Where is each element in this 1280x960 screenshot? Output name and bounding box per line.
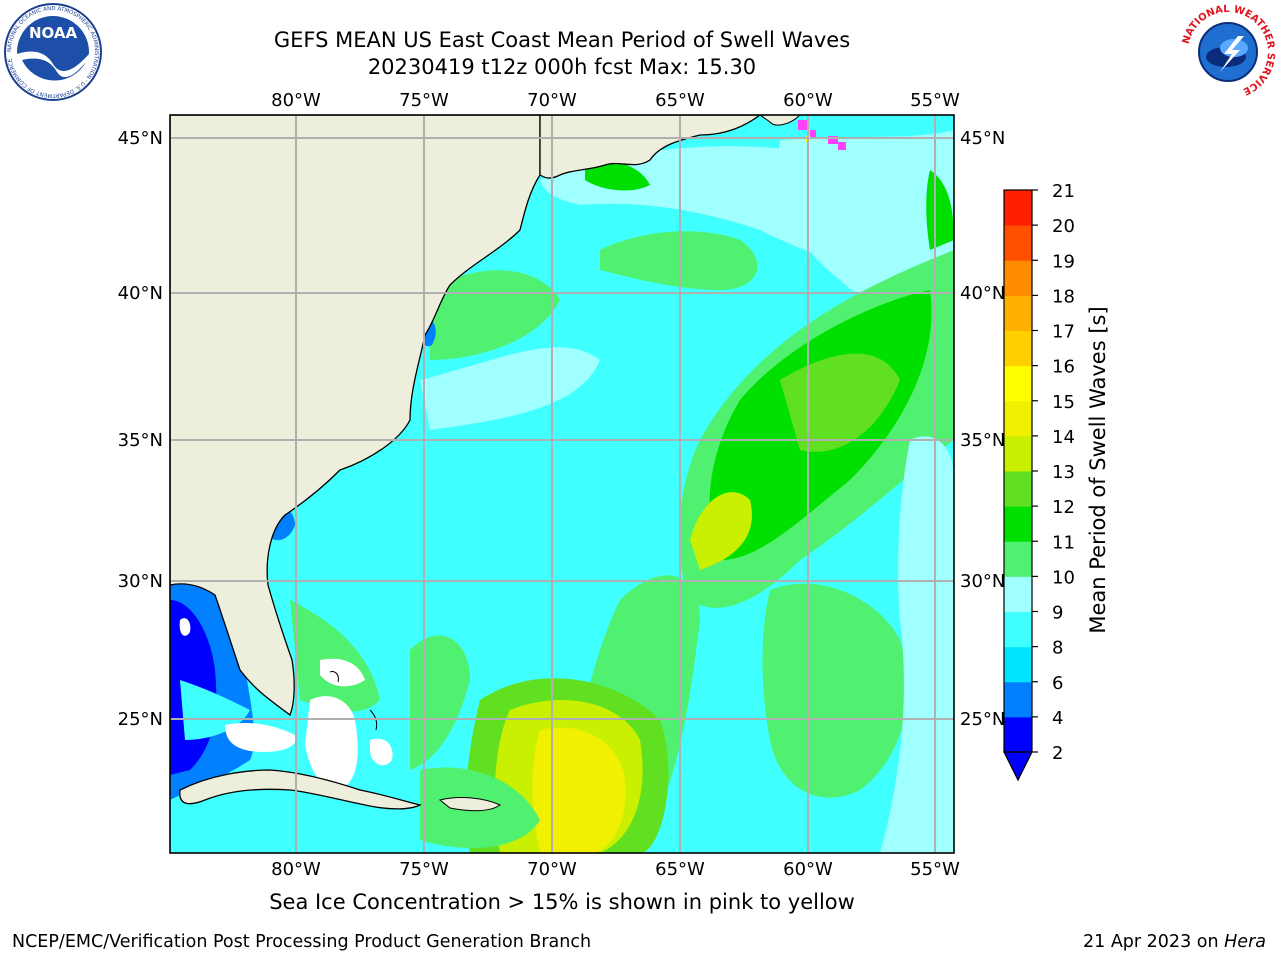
lon-label-bottom-65w: 65°W <box>655 859 705 880</box>
colorbar-extend-arrow <box>1003 751 1033 782</box>
noaa-logo: NATIONAL OCEANIC AND ATMOSPHERIC ADMINIS… <box>4 3 102 101</box>
colorbar-swatch <box>1004 541 1032 577</box>
lat-label-left-40n: 40°N <box>118 283 163 304</box>
map-frame <box>169 114 955 854</box>
colorbar-swatch <box>1004 260 1032 296</box>
colorbar-tick-label: 15 <box>1052 392 1075 413</box>
lon-label-bottom-60w: 60°W <box>783 859 833 880</box>
lon-label-bottom-80w: 80°W <box>271 859 321 880</box>
lon-label-bottom-70w: 70°W <box>527 859 577 880</box>
lat-label-left-45n: 45°N <box>118 128 163 149</box>
colorbar-swatch <box>1004 330 1032 367</box>
footer-host: Hera <box>1224 932 1266 952</box>
map-area <box>170 115 954 853</box>
chart-title: GEFS MEAN US East Coast Mean Period of S… <box>273 28 851 52</box>
lon-label-top-75w: 75°W <box>399 90 449 111</box>
colorbar-swatch <box>1004 365 1032 402</box>
colorbar-swatch <box>1004 435 1032 472</box>
national-weather-service-logo: NATIONAL WEATHER SERVICE <box>1180 4 1276 100</box>
colorbar-tick-label: 2 <box>1052 743 1063 764</box>
colorbar-swatch <box>1004 225 1032 261</box>
colorbar-tick-label: 16 <box>1052 357 1075 378</box>
lat-label-right-45n: 45°N <box>960 128 1005 149</box>
lon-label-bottom-55w: 55°W <box>910 859 960 880</box>
graticule <box>170 115 954 853</box>
lat-label-left-35n: 35°N <box>118 430 163 451</box>
colorbar-tick-label: 21 <box>1052 181 1075 202</box>
footer-date: 21 Apr 2023 on Hera <box>1083 932 1266 952</box>
colorbar-tick-label: 12 <box>1052 497 1075 518</box>
lon-label-top-60w: 60°W <box>783 90 833 111</box>
colorbar-swatch <box>1004 190 1032 226</box>
colorbar-swatch <box>1004 611 1032 648</box>
colorbar-tick-label: 18 <box>1052 286 1075 307</box>
lat-label-right-35n: 35°N <box>960 430 1005 451</box>
lon-label-top-65w: 65°W <box>655 90 705 111</box>
colorbar-tick-label: 9 <box>1052 603 1063 624</box>
colorbar-tick-label: 14 <box>1052 427 1075 448</box>
sea-ice-note: Sea Ice Concentration > 15% is shown in … <box>269 890 855 914</box>
colorbar-swatch <box>1004 471 1032 507</box>
colorbar-swatch <box>1004 716 1032 753</box>
colorbar-tick-label: 11 <box>1052 532 1075 553</box>
colorbar-title: Mean Period of Swell Waves [s] <box>1086 306 1110 634</box>
colorbar-tick-label: 6 <box>1052 673 1063 694</box>
colorbar-swatch <box>1004 646 1032 683</box>
noaa-logo-text: NOAA <box>29 24 78 42</box>
colorbar-tick-label: 4 <box>1052 708 1063 729</box>
colorbar: 2 4 6 8 9 10 11 12 13 14 15 16 17 18 19 20 21 <box>1003 181 1075 782</box>
land <box>170 115 801 812</box>
lon-label-top-55w: 55°W <box>910 90 960 111</box>
chart-subtitle: 20230419 t12z 000h fcst Max: 15.30 <box>367 55 757 79</box>
lon-label-top-80w: 80°W <box>271 90 321 111</box>
footer-credit: NCEP/EMC/Verification Post Processing Pr… <box>12 932 592 952</box>
lat-label-right-25n: 25°N <box>960 709 1005 730</box>
lat-label-right-30n: 30°N <box>960 571 1005 592</box>
lon-label-top-70w: 70°W <box>527 90 577 111</box>
colorbar-swatch <box>1004 400 1032 437</box>
colorbar-tick-label: 10 <box>1052 567 1075 588</box>
colorbar-tick-label: 20 <box>1052 216 1075 237</box>
footer-date-text: 21 Apr 2023 on <box>1083 932 1225 952</box>
colorbar-swatch <box>1004 681 1032 718</box>
colorbar-swatch <box>1004 576 1032 612</box>
colorbar-tick-label: 17 <box>1052 322 1075 343</box>
lon-label-bottom-75w: 75°W <box>399 859 449 880</box>
colorbar-tick-label: 13 <box>1052 462 1075 483</box>
colorbar-swatch <box>1004 506 1032 542</box>
colorbar-swatch <box>1004 295 1032 331</box>
colorbar-tick-label: 8 <box>1052 638 1063 659</box>
colorbar-tick-label: 19 <box>1052 251 1075 272</box>
lat-label-right-40n: 40°N <box>960 283 1005 304</box>
lat-label-left-25n: 25°N <box>118 709 163 730</box>
lat-label-left-30n: 30°N <box>118 571 163 592</box>
